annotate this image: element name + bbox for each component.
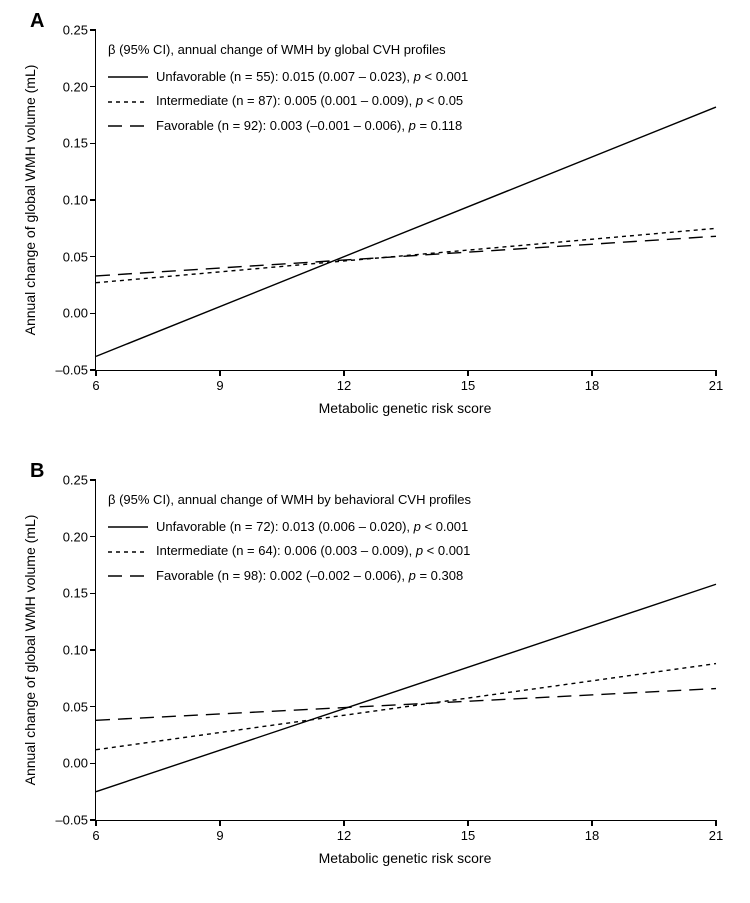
y-tick: [90, 763, 96, 765]
y-tick: [90, 29, 96, 31]
y-tick-label: 0.15: [63, 586, 88, 601]
x-tick: [219, 370, 221, 376]
y-tick: [90, 593, 96, 595]
series-line-unfavorable: [96, 584, 716, 791]
x-tick-label: 12: [337, 378, 351, 393]
y-axis-title-a: Annual change of global WMH volume (mL): [22, 65, 38, 336]
x-tick-label: 18: [585, 378, 599, 393]
y-tick-label: 0.00: [63, 756, 88, 771]
x-tick-label: 15: [461, 828, 475, 843]
x-axis-title-b: Metabolic genetic risk score: [95, 850, 715, 866]
x-tick-label: 6: [92, 828, 99, 843]
series-line-intermediate: [96, 664, 716, 750]
panel-b: B Annual change of global WMH volume (mL…: [0, 450, 750, 903]
x-tick: [467, 370, 469, 376]
x-tick: [715, 370, 717, 376]
x-tick-label: 12: [337, 828, 351, 843]
x-tick-label: 9: [216, 378, 223, 393]
y-tick: [90, 479, 96, 481]
panel-label-b: B: [30, 460, 44, 483]
x-tick: [219, 820, 221, 826]
y-tick-label: 0.25: [63, 23, 88, 38]
panel-label-a: A: [30, 10, 44, 33]
series-line-favorable: [96, 689, 716, 721]
x-tick: [591, 820, 593, 826]
y-tick-label: 0.25: [63, 473, 88, 488]
y-tick: [90, 313, 96, 315]
series-line-favorable: [96, 236, 716, 276]
plot-area-b: β (95% CI), annual change of WMH by beha…: [95, 480, 716, 821]
plot-area-a: β (95% CI), annual change of WMH by glob…: [95, 30, 716, 371]
x-tick-label: 15: [461, 378, 475, 393]
y-tick-label: 0.05: [63, 249, 88, 264]
x-tick: [95, 370, 97, 376]
y-tick-label: 0.15: [63, 136, 88, 151]
lines-svg-a: [96, 30, 716, 370]
y-tick: [90, 256, 96, 258]
panel-a: A Annual change of global WMH volume (mL…: [0, 0, 750, 450]
y-tick-label: 0.10: [63, 193, 88, 208]
y-tick-label: 0.20: [63, 529, 88, 544]
x-tick-label: 18: [585, 828, 599, 843]
x-tick: [95, 820, 97, 826]
y-tick: [90, 199, 96, 201]
y-tick: [90, 536, 96, 538]
x-tick-label: 6: [92, 378, 99, 393]
y-tick-label: 0.05: [63, 699, 88, 714]
x-tick: [591, 370, 593, 376]
y-tick: [90, 649, 96, 651]
x-tick-label: 21: [709, 378, 723, 393]
y-tick: [90, 143, 96, 145]
y-tick-label: 0.10: [63, 643, 88, 658]
y-axis-title-b: Annual change of global WMH volume (mL): [22, 515, 38, 786]
x-tick: [343, 820, 345, 826]
x-tick: [467, 820, 469, 826]
y-tick: [90, 706, 96, 708]
y-tick-label: –0.05: [55, 363, 88, 378]
lines-svg-b: [96, 480, 716, 820]
x-tick-label: 9: [216, 828, 223, 843]
y-tick-label: 0.00: [63, 306, 88, 321]
x-tick: [715, 820, 717, 826]
series-line-unfavorable: [96, 107, 716, 356]
y-tick: [90, 86, 96, 88]
x-tick: [343, 370, 345, 376]
y-tick-label: –0.05: [55, 813, 88, 828]
y-tick-label: 0.20: [63, 79, 88, 94]
x-axis-title-a: Metabolic genetic risk score: [95, 400, 715, 416]
figure-root: A Annual change of global WMH volume (mL…: [0, 0, 750, 903]
x-tick-label: 21: [709, 828, 723, 843]
